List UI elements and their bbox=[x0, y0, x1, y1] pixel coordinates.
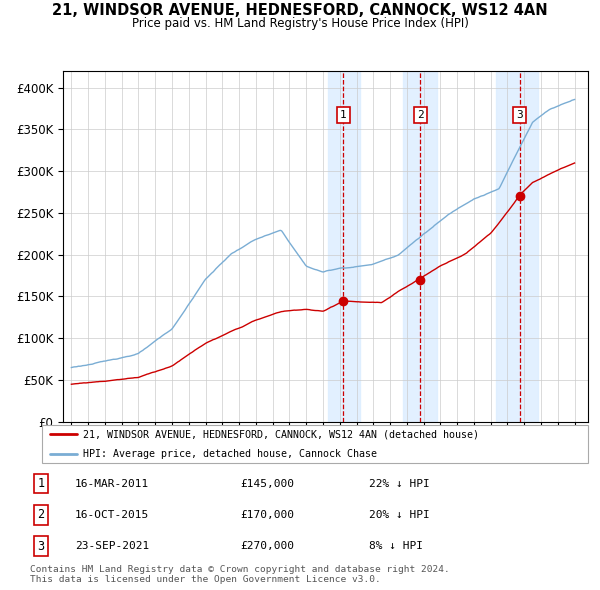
FancyBboxPatch shape bbox=[42, 425, 588, 463]
Bar bbox=[496, 71, 538, 422]
Text: Contains HM Land Registry data © Crown copyright and database right 2024.
This d: Contains HM Land Registry data © Crown c… bbox=[30, 565, 450, 584]
Text: £270,000: £270,000 bbox=[240, 541, 294, 551]
Text: 1: 1 bbox=[37, 477, 44, 490]
Text: 2: 2 bbox=[37, 508, 44, 522]
Text: Price paid vs. HM Land Registry's House Price Index (HPI): Price paid vs. HM Land Registry's House … bbox=[131, 17, 469, 30]
Text: 3: 3 bbox=[37, 539, 44, 553]
Bar bbox=[403, 71, 437, 422]
Text: 23-SEP-2021: 23-SEP-2021 bbox=[75, 541, 149, 551]
Text: 21, WINDSOR AVENUE, HEDNESFORD, CANNOCK, WS12 4AN: 21, WINDSOR AVENUE, HEDNESFORD, CANNOCK,… bbox=[52, 2, 548, 18]
Text: 22% ↓ HPI: 22% ↓ HPI bbox=[369, 478, 430, 489]
Text: 3: 3 bbox=[517, 110, 523, 120]
Text: HPI: Average price, detached house, Cannock Chase: HPI: Average price, detached house, Cann… bbox=[83, 449, 377, 459]
Text: 16-OCT-2015: 16-OCT-2015 bbox=[75, 510, 149, 520]
Text: 1: 1 bbox=[340, 110, 347, 120]
Text: 16-MAR-2011: 16-MAR-2011 bbox=[75, 478, 149, 489]
Text: 20% ↓ HPI: 20% ↓ HPI bbox=[369, 510, 430, 520]
Bar bbox=[328, 71, 360, 422]
Text: £170,000: £170,000 bbox=[240, 510, 294, 520]
Text: 2: 2 bbox=[417, 110, 424, 120]
Text: 21, WINDSOR AVENUE, HEDNESFORD, CANNOCK, WS12 4AN (detached house): 21, WINDSOR AVENUE, HEDNESFORD, CANNOCK,… bbox=[83, 429, 479, 439]
Text: 8% ↓ HPI: 8% ↓ HPI bbox=[369, 541, 423, 551]
Text: £145,000: £145,000 bbox=[240, 478, 294, 489]
